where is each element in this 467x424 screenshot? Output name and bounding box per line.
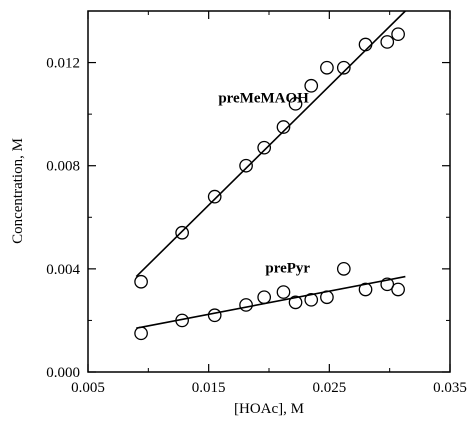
x-tick-label: 0.005 [71,380,105,396]
y-tick-label: 0.012 [46,56,80,72]
data-point-preMeMAOH [209,190,221,202]
data-point-preMeMAOH [321,62,333,74]
y-axis-title: Concentration, M [10,138,26,244]
data-point-preMeMAOH [381,36,393,48]
fit-line-prePyr [136,277,405,329]
data-point-prePyr [338,263,350,275]
data-point-preMeMAOH [392,28,404,40]
x-tick-label: 0.025 [312,380,346,396]
x-tick-label: 0.035 [433,380,467,396]
data-point-prePyr [359,283,371,295]
data-point-preMeMAOH [359,38,371,50]
data-point-preMeMAOH [135,276,147,288]
series-label: preMeMAOH [218,91,309,107]
data-point-preMeMAOH [176,227,188,239]
fit-lines [136,11,405,328]
data-point-prePyr [321,291,333,303]
y-tick-label: 0.000 [46,365,80,381]
data-point-preMeMAOH [240,160,252,172]
data-point-prePyr [209,309,221,321]
y-tick-label: 0.008 [46,159,80,175]
data-point-prePyr [135,327,147,339]
data-point-prePyr [240,299,252,311]
x-tick-label: 0.015 [192,380,226,396]
data-point-prePyr [277,286,289,298]
tick-labels: 0.005 0.015 0.025 0.035 0.000 0.004 0.008 0.012 [46,56,467,396]
y-tick-label: 0.004 [46,262,80,278]
axis-ticks [88,11,450,372]
x-axis-title: [HOAc], M [234,401,304,417]
data-point-preMeMAOH [258,141,270,153]
data-point-prePyr [392,283,404,295]
plot-frame [88,11,450,372]
data-point-prePyr [258,291,270,303]
series-label: prePyr [265,261,310,277]
data-point-prePyr [305,294,317,306]
data-points [135,28,404,340]
